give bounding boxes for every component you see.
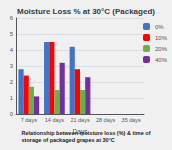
svg-text:7 days: 7 days: [21, 117, 37, 123]
svg-text:28 days: 28 days: [96, 117, 116, 123]
svg-text:2: 2: [10, 79, 14, 85]
svg-text:3: 3: [10, 63, 14, 69]
svg-text:Relationship between moisture: Relationship between moisture loss (%) &…: [22, 130, 151, 136]
svg-text:6: 6: [10, 15, 14, 21]
svg-text:21 days: 21 days: [70, 117, 90, 123]
svg-text:35 days: 35 days: [122, 117, 142, 123]
svg-text:1: 1: [10, 95, 14, 101]
svg-text:storage of packaged grapes at: storage of packaged grapes at 30°C: [22, 137, 115, 143]
svg-text:40%: 40%: [155, 57, 168, 63]
svg-text:0%: 0%: [155, 24, 167, 30]
svg-text:0: 0: [10, 111, 14, 117]
svg-text:Moisture Loss % at 30°C (Packa: Moisture Loss % at 30°C (Packaged): [17, 7, 155, 16]
svg-text:4: 4: [10, 47, 14, 53]
svg-text:20%: 20%: [155, 46, 168, 52]
svg-text:10%: 10%: [155, 35, 168, 41]
svg-text:5: 5: [10, 31, 14, 37]
svg-text:14 days: 14 days: [45, 117, 65, 123]
